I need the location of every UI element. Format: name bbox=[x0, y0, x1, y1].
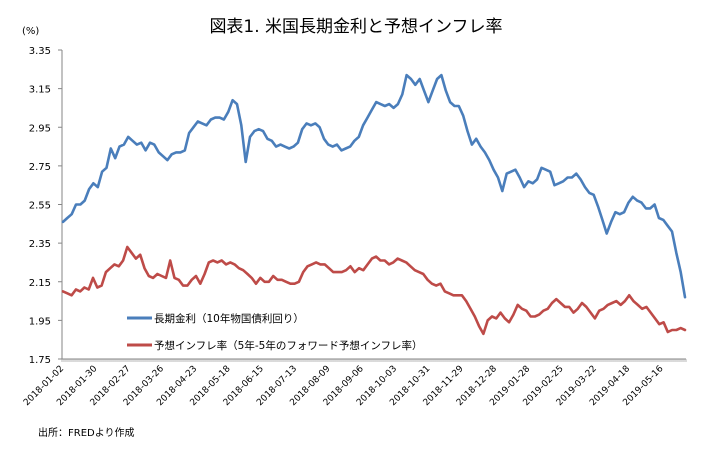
y-tick-label: 3.15 bbox=[29, 85, 51, 96]
y-tick-label: 3.35 bbox=[29, 46, 51, 57]
x-axis: 2018-01-022018-01-302018-02-272018-03-26… bbox=[22, 358, 687, 408]
series-line-expected-inflation bbox=[61, 245, 687, 336]
y-tick-label: 2.15 bbox=[29, 278, 51, 289]
y-tick-label: 1.75 bbox=[29, 355, 51, 366]
y-axis: 3.35 3.15 2.95 2.75 2.55 2.35 2.15 1.95 1.75 bbox=[29, 46, 63, 366]
y-axis-unit-label: (%) bbox=[22, 26, 39, 37]
legend: 長期金利（10年物国債利回り） 予想インフレ率（5年-5年のフォワード予想インフ… bbox=[127, 312, 423, 352]
series-group bbox=[61, 73, 687, 336]
y-tick-label: 2.55 bbox=[29, 201, 51, 212]
legend-item-expected-inflation: 予想インフレ率（5年-5年のフォワード予想インフレ率） bbox=[127, 339, 423, 352]
legend-label: 予想インフレ率（5年-5年のフォワード予想インフレ率） bbox=[154, 339, 423, 352]
legend-label: 長期金利（10年物国債利回り） bbox=[154, 312, 304, 325]
y-tick-label: 2.95 bbox=[29, 123, 51, 134]
y-tick-label: 2.35 bbox=[29, 239, 51, 250]
series-line-long-term-rate bbox=[61, 73, 687, 299]
y-tick-label: 1.95 bbox=[29, 316, 51, 327]
legend-item-long-term-rate: 長期金利（10年物国債利回り） bbox=[127, 312, 304, 325]
source-note: 出所：FREDより作成 bbox=[38, 426, 135, 439]
y-tick-label: 2.75 bbox=[29, 162, 51, 173]
chart-title: 図表1. 米国長期金利と予想インフレ率 bbox=[209, 17, 502, 37]
